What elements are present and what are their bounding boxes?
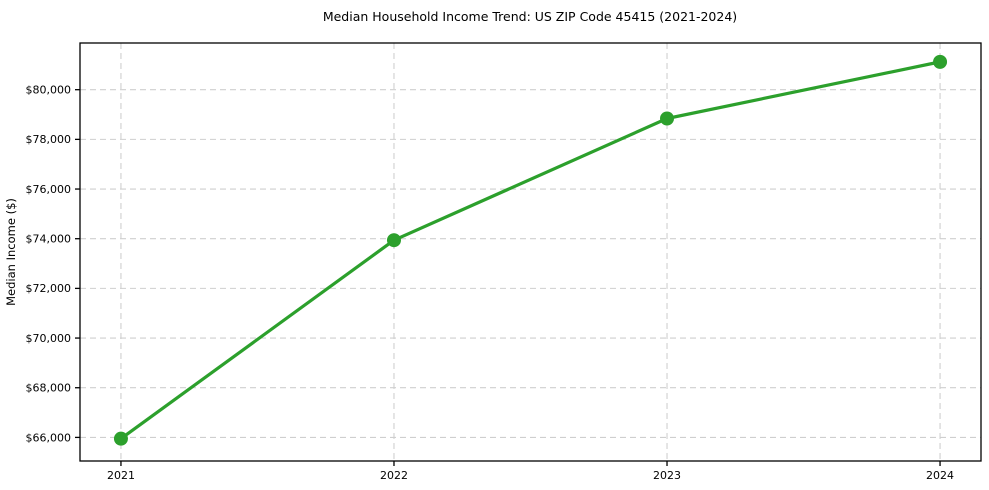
data-point [933, 54, 948, 69]
y-tick-label: $72,000 [26, 282, 72, 295]
y-tick-label: $68,000 [26, 382, 72, 395]
chart-title: Median Household Income Trend: US ZIP Co… [323, 9, 737, 24]
x-tick-label: 2023 [653, 469, 681, 482]
plot-area: $66,000 $68,000 $70,000 $72,000 $74,000 $76,0… [26, 42, 982, 482]
plot-border [79, 42, 982, 462]
y-tick-label: $70,000 [26, 332, 72, 345]
y-tick-label: $66,000 [26, 431, 72, 444]
y-tick-label: $78,000 [26, 133, 72, 146]
x-tick-label: 2021 [107, 469, 135, 482]
y-tick-label: $74,000 [26, 233, 72, 246]
x-tick-label: 2022 [380, 469, 408, 482]
data-point [113, 431, 128, 446]
data-point [660, 111, 675, 126]
trend-line [119, 60, 942, 441]
x-tick-label: 2024 [926, 469, 954, 482]
y-tick-label: $76,000 [26, 183, 72, 196]
y-tick-label: $80,000 [26, 84, 72, 97]
y-axis-label: Median Income ($) [4, 198, 18, 306]
data-point [386, 233, 401, 248]
